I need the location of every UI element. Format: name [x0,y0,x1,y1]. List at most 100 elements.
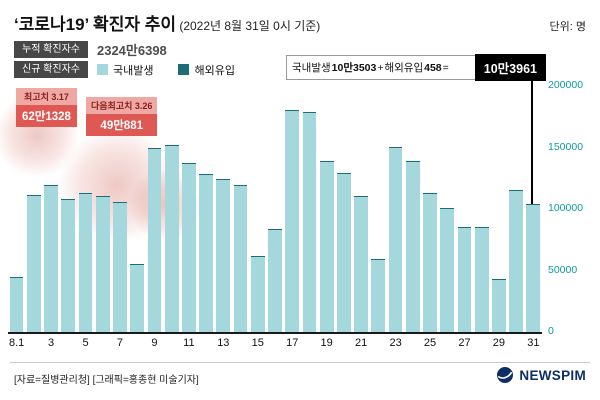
page-title: ‘코로나19’ 확진자 추이 (2022년 8월 31일 0시 기준) [14,10,320,35]
bar-8.3 [44,184,58,332]
daily-total-formula: 국내발생 10만3503 + 해외유입 458 = [287,56,476,79]
bar-8.18 [302,112,317,332]
bar-imported-cap [388,147,403,149]
newspim-logo-text: NEWSPIM [519,367,586,383]
bar-8.9 [147,147,162,332]
peak-badge-2: 다음최고치 3.26 49만881 [86,97,158,136]
bar-imported-cap [233,184,248,186]
x-tick-label: 9 [151,337,158,349]
formula-plus: + [377,61,384,74]
bar-imported-cap [405,160,420,162]
bar-imported-cap [61,199,76,201]
x-tick-label: 11 [183,337,195,349]
bar-imported-cap [526,204,541,206]
imported-swatch-icon [178,64,190,75]
bar-imported-cap [268,228,282,230]
bar-imported-cap [457,227,472,229]
x-tick-label: 19 [320,337,333,349]
newspim-logo: NEWSPIM [496,366,586,384]
x-tick-label: 13 [217,337,230,349]
bar-imported-cap [95,195,110,197]
bar-imported-cap [113,202,127,204]
bar-imported-cap [250,255,265,257]
bar-8.12 [199,173,213,332]
x-tick-label: 5 [82,337,89,349]
bar-8.15 [250,255,265,332]
bar-8.30 [509,189,524,332]
x-tick-label: 7 [116,337,124,349]
bar-8.28 [474,226,489,332]
bar-imported-cap [147,147,162,149]
annotation-pointer-line [531,80,533,204]
bar-imported-cap [354,195,368,197]
cumulative-label-badge: 누적 확진자수 [14,41,88,58]
bar-8.22 [371,259,386,332]
plot-area [8,86,542,334]
peak2-label: 다음최고치 3.26 [86,97,158,114]
bar-8.23 [388,147,403,332]
x-tick-label: 23 [389,337,402,349]
peak1-label: 최고치 3.17 [16,88,77,105]
bar-8.7 [113,202,127,332]
bar-8.27 [457,227,472,332]
bar-8.19 [319,161,334,332]
formula-domestic-label: 국내발생 [292,62,331,74]
newspim-globe-icon [497,367,514,383]
unit-label: 단위: 명 [549,21,586,33]
y-tick-label: 200000 [548,79,584,91]
x-tick-label: 8.1 [8,337,25,349]
legend-row: 신규 확진자수 국내발생 해외유입 [14,61,251,78]
bar-imported-cap [319,161,334,163]
bar-8.11 [181,163,196,332]
peak2-value: 49만881 [86,114,158,136]
bar-imported-cap [492,278,506,280]
bar-8.5 [78,193,93,332]
bar-imported-cap [285,109,300,111]
title-text: ‘코로나19’ 확진자 추이 [14,15,176,34]
x-tick-label: 3 [48,337,55,349]
bar-8.1 [9,277,24,332]
bar-8.8 [130,264,145,332]
x-axis: 8.1 3 5 7 9 11 13 15 17 19 21 23 25 27 29 31 [8,337,542,351]
bar-8.10 [164,145,179,332]
bar-8.21 [354,195,368,332]
cumulative-value: 2324만6398 [96,43,167,58]
bar-8.26 [440,207,455,332]
domestic-swatch-icon [96,64,108,75]
x-tick-label: 29 [492,337,506,349]
formula-imported-value: 458 [424,61,442,74]
bar-imported-cap [199,173,213,175]
formula-imported-label: 해외유입 [384,62,424,74]
peak1-value: 62만1328 [16,105,77,127]
bar-imported-cap [181,163,196,165]
bar-imported-cap [44,184,58,186]
bar-8.4 [61,199,76,332]
bar-8.6 [95,195,110,332]
daily-total-annotation: 국내발생 10만3503 + 해외유입 458 = 10만3961 [286,54,546,81]
bar-8.17 [285,109,300,332]
bar-imported-cap [26,194,41,196]
bar-8.20 [337,172,351,332]
bar-8.25 [423,192,437,332]
y-axis: 0 50000 100000 150000 200000 [548,79,596,337]
legend-item-imported: 해외유입 [178,62,235,78]
x-tick-label: 15 [251,337,264,349]
y-tick-label: 100000 [548,202,584,214]
bar-8.29 [492,278,506,332]
cumulative-row: 누적 확진자수 2324만6398 [14,40,167,59]
y-tick-label: 0 [548,325,554,337]
bar-8.16 [268,228,282,332]
bar-imported-cap [423,192,437,194]
source-credit: [자료=질병관리청] [그래픽=홍종현 미술기자] [14,375,199,386]
new-cases-label-badge: 신규 확진자수 [14,61,88,78]
bar-imported-cap [474,226,489,228]
formula-domestic-value: 10만3503 [331,62,377,74]
bar-imported-cap [337,172,351,174]
bar-imported-cap [302,112,317,114]
x-tick-label: 21 [355,337,368,349]
bar-8.14 [233,184,248,332]
formula-equals: = [442,61,449,74]
bar-imported-cap [9,277,24,279]
bar-8.31 [526,204,541,332]
bar-imported-cap [78,193,93,195]
